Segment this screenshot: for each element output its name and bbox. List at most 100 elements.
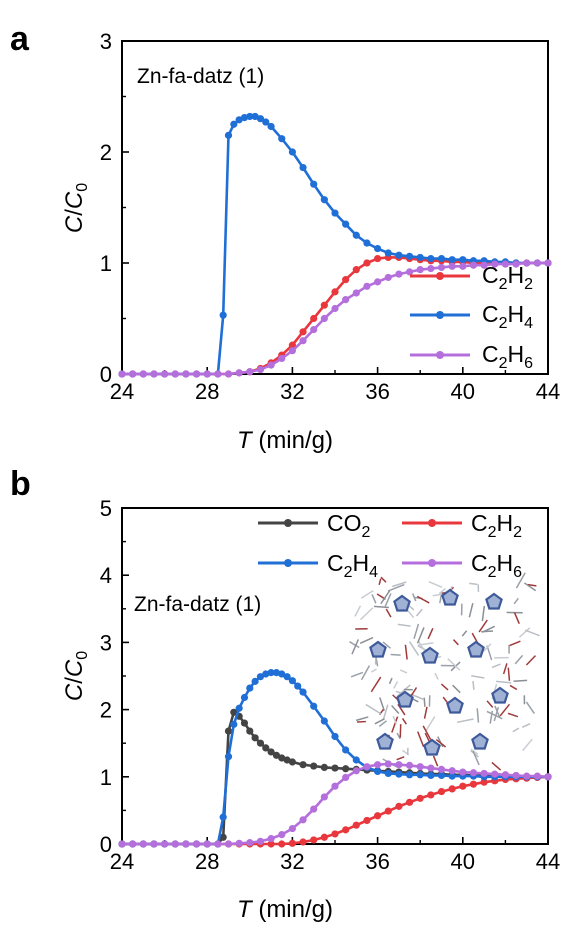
- inset-ring-0: [393, 594, 411, 612]
- data-point-b-3-13: [256, 837, 265, 845]
- data-point-b-3-34: [480, 769, 488, 778]
- y-tick-label-b-2: 2: [100, 698, 112, 723]
- data-point-a-1-28: [363, 239, 371, 247]
- data-point-a-1-12: [230, 120, 238, 128]
- inset-bond: [507, 667, 511, 681]
- panel-a-series: [118, 112, 552, 378]
- data-point-a-2-16: [288, 347, 296, 355]
- data-point-a-2-19: [320, 314, 328, 323]
- y-tick-label-b-1: 1: [100, 765, 112, 790]
- inset-bond: [390, 653, 401, 656]
- panel-a-y-axis-label: C/C0: [61, 183, 91, 233]
- data-point-b-2-14: [240, 693, 249, 702]
- data-point-a-2-4: [161, 370, 169, 378]
- data-point-a-1-23: [310, 180, 318, 188]
- inset-bond: [447, 658, 461, 671]
- data-point-b-3-40: [544, 773, 552, 781]
- data-point-a-2-13: [256, 365, 265, 374]
- inset-bond: [354, 605, 362, 617]
- inset-bond: [468, 603, 474, 618]
- data-point-b-3-35: [491, 770, 499, 778]
- data-point-a-2-29: [427, 264, 435, 273]
- legend-label-a-2: C2H6: [482, 341, 533, 372]
- data-point-b-1-32: [459, 782, 467, 790]
- inset-bond: [396, 732, 401, 740]
- legend-marker-b-2: [284, 559, 292, 567]
- data-point-b-3-11: [235, 839, 243, 847]
- inset-bond: [417, 731, 425, 748]
- inset-bond: [456, 718, 474, 724]
- data-point-a-1-11: [224, 131, 233, 139]
- data-point-a-2-31: [448, 262, 456, 270]
- data-point-b-3-20: [331, 782, 339, 790]
- panel-b-x-axis-label: T (min/g): [237, 896, 333, 923]
- data-point-a-2-25: [384, 273, 392, 282]
- data-point-a-0-16: [288, 341, 296, 349]
- data-point-a-2-15: [278, 354, 286, 363]
- inset-bond: [404, 644, 408, 660]
- data-point-a-0-21: [342, 276, 350, 284]
- data-point-b-0-19: [267, 748, 275, 756]
- inset-bond: [379, 697, 385, 711]
- inset-bond: [513, 679, 528, 682]
- data-point-b-2-21: [278, 670, 286, 678]
- data-point-b-1-34: [480, 778, 488, 786]
- inset-bond: [440, 683, 449, 691]
- data-point-b-1-18: [310, 836, 318, 844]
- data-point-a-0-24: [374, 254, 382, 263]
- inset-bond: [399, 669, 408, 674]
- data-point-b-0-20: [272, 751, 281, 759]
- inset-bond: [422, 725, 432, 740]
- inset-bond: [378, 578, 382, 585]
- data-point-b-3-2: [139, 840, 147, 848]
- inset-bond: [397, 623, 411, 627]
- inset-bond: [525, 701, 536, 714]
- data-point-a-2-32: [459, 262, 467, 270]
- data-point-b-0-26: [320, 763, 328, 771]
- inset-bond: [410, 693, 424, 700]
- y-tick-label-a-3: 3: [100, 29, 112, 54]
- panel-a: a 24 28 32 36 40 44 0 1 2 3 Zn-fa-datz (1) T (min…: [10, 20, 560, 454]
- inset-bond: [360, 665, 371, 681]
- inset-bond: [496, 680, 512, 684]
- data-point-b-3-25: [384, 760, 392, 768]
- inset-bond: [359, 636, 374, 645]
- inset-bond: [384, 593, 392, 607]
- data-point-b-3-37: [512, 771, 520, 780]
- panel-a-x-axis-label: T (min/g): [237, 427, 333, 454]
- inset-bond: [380, 576, 387, 583]
- legend-label-a-0: C2H2: [482, 262, 533, 293]
- inset-bond: [388, 677, 393, 685]
- x-tick-label-b-1: 28: [195, 849, 219, 874]
- data-point-b-3-16: [288, 824, 296, 833]
- data-point-a-0-20: [331, 288, 339, 296]
- data-point-a-2-26: [395, 270, 403, 278]
- data-point-b-3-12: [246, 839, 254, 847]
- data-point-b-3-9: [214, 840, 222, 848]
- inset-bond: [512, 727, 520, 733]
- x-tick-label-a-1: 28: [195, 379, 219, 404]
- data-point-b-1-30: [437, 787, 446, 796]
- data-point-b-1-20: [331, 830, 339, 838]
- data-point-a-1-19: [267, 122, 275, 131]
- data-point-b-1-16: [288, 839, 296, 847]
- data-point-a-1-31: [395, 251, 403, 259]
- x-tick-label-a-5: 44: [536, 379, 560, 404]
- inset-bond: [373, 605, 389, 609]
- inset-bond: [452, 684, 461, 694]
- data-point-a-2-14: [267, 361, 275, 369]
- inset-bond: [502, 663, 508, 675]
- data-point-a-1-34: [427, 254, 435, 263]
- data-point-a-2-9: [214, 370, 222, 378]
- data-point-b-1-27: [405, 798, 414, 806]
- data-point-a-1-36: [448, 256, 456, 264]
- data-point-a-2-11: [235, 369, 243, 377]
- y-tick-label-b-0: 0: [100, 832, 112, 857]
- inset-ring-4: [421, 646, 439, 664]
- inset-bond: [349, 641, 360, 649]
- inset-bond: [521, 722, 531, 729]
- data-point-a-2-12: [246, 368, 254, 376]
- inset-bond: [392, 715, 397, 725]
- data-point-a-1-35: [437, 254, 446, 263]
- data-point-b-2-28: [331, 732, 339, 741]
